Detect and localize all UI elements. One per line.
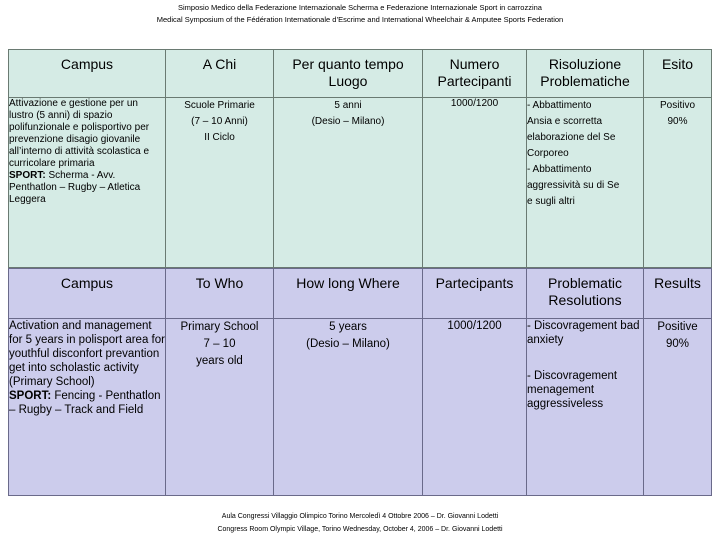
problem-line: Corporeo [527, 148, 569, 159]
cell-problems: - Abbattimento Ansia e scorretta elabora… [526, 97, 644, 268]
time-line: 5 anni [334, 100, 362, 111]
italian-body-row: Attivazione e gestione per un lustro (5 … [8, 97, 712, 268]
cell-campus: Activation and management for 5 years in… [8, 318, 166, 496]
col-header-time-place: How long Where [273, 268, 423, 319]
who-line: years old [196, 355, 243, 367]
problem-line: e sugli altri [527, 196, 575, 207]
col-header-outcome: Results [643, 268, 712, 319]
col-header-outcome: Esito [643, 49, 712, 98]
sport-text: Scherma - Avv. Penthatlon – Rugby – Atle… [9, 170, 141, 205]
sport-label: SPORT: [9, 170, 46, 181]
cell-who: Scuole Primarie (7 – 10 Anni) II Ciclo [165, 97, 274, 268]
problem-spacer [527, 347, 643, 369]
who-line: II Ciclo [204, 132, 235, 143]
who-line: 7 – 10 [203, 338, 236, 350]
problem-line: aggressività su di Se [527, 180, 620, 191]
problem-item: - Discovragement menagement aggressivele… [527, 370, 618, 410]
sport-label: SPORT: [9, 390, 52, 402]
header-line-english: Medical Symposium of the Fédération Inte… [156, 15, 564, 24]
col-header-who: To Who [165, 268, 274, 319]
sport-text: Fencing - Penthatlon – Rugby – Track and… [9, 390, 161, 416]
col-header-campus: Campus [8, 268, 166, 319]
cell-participants: 1000/1200 [422, 97, 527, 268]
english-header-row: Campus To Who How long Where Partecipant… [8, 268, 712, 319]
footer-line-english: Congress Room Olympic Village, Torino We… [217, 526, 503, 533]
cell-time-place: 5 anni (Desio – Milano) [273, 97, 423, 268]
col-header-participants: Partecipants [422, 268, 527, 319]
problem-line: Ansia e scorretta [527, 116, 603, 127]
col-header-participants: Numero Partecipanti [422, 49, 527, 98]
outcome-percent: 90% [665, 338, 690, 350]
header-line-italian: Simposio Medico della Federazione Intern… [178, 3, 542, 12]
place-line: (Desio – Milano) [306, 338, 390, 350]
outcome-percent: 90% [667, 116, 688, 127]
sport-list: SPORT: Fencing - Penthatlon – Rugby – Tr… [9, 389, 165, 417]
col-header-problems: Risoluzione Problematiche [526, 49, 644, 98]
who-line: Scuole Primarie [184, 100, 255, 111]
cell-problems: - Discovragement bad anxiety - Discovrag… [526, 318, 644, 496]
who-line: (7 – 10 Anni) [191, 116, 248, 127]
col-header-time-place: Per quanto tempo Luogo [273, 49, 423, 98]
problem-line: elaborazione del Se [527, 132, 616, 143]
col-header-who: A Chi [165, 49, 274, 98]
outcome-label: Positivo [659, 100, 695, 111]
italian-header-row: Campus A Chi Per quanto tempo Luogo Nume… [8, 49, 712, 98]
place-line: (Desio – Milano) [311, 116, 385, 127]
time-line: 5 years [329, 321, 367, 333]
col-header-problems: Problematic Resolutions [526, 268, 644, 319]
sport-list: SPORT: Scherma - Avv. Penthatlon – Rugby… [9, 170, 165, 206]
cell-outcome: Positivo 90% [643, 97, 712, 268]
english-body-row: Activation and management for 5 years in… [8, 318, 712, 496]
who-line: Primary School [180, 321, 259, 333]
campus-description: Activation and management for 5 years in… [9, 320, 165, 388]
cell-participants: 1000/1200 [422, 318, 527, 496]
cell-outcome: Positive 90% [643, 318, 712, 496]
english-table: Campus To Who How long Where Partecipant… [8, 268, 712, 496]
cell-campus: Attivazione e gestione per un lustro (5 … [8, 97, 166, 268]
problem-line: - Abbattimento [527, 164, 592, 175]
italian-table: Campus A Chi Per quanto tempo Luogo Nume… [8, 49, 712, 268]
cell-time-place: 5 years (Desio – Milano) [273, 318, 423, 496]
outcome-label: Positive [657, 321, 698, 333]
problem-item: - Discovragement bad anxiety [527, 320, 640, 346]
col-header-campus: Campus [8, 49, 166, 98]
campus-description: Attivazione e gestione per un lustro (5 … [9, 98, 150, 169]
footer-line-italian: Aula Congressi Villaggio Olimpico Torino… [221, 513, 499, 520]
problem-line: - Abbattimento [527, 100, 592, 111]
cell-who: Primary School 7 – 10 years old [165, 318, 274, 496]
